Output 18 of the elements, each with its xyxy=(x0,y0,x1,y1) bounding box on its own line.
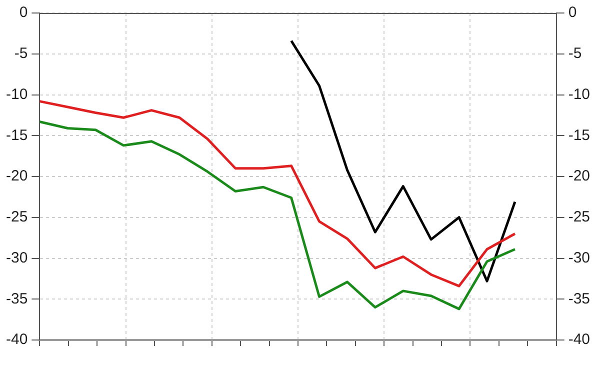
y-tick-label: -15 xyxy=(6,126,28,144)
y2-tick-label: -10 xyxy=(568,86,590,103)
y2-tick-label: -5 xyxy=(568,45,582,62)
y-tick-label: -5 xyxy=(14,45,28,62)
y-tick-label: -25 xyxy=(6,208,28,226)
y2-tick-label: -35 xyxy=(568,290,590,308)
y2-tick-label: -40 xyxy=(568,331,590,348)
y2-tick-label: -20 xyxy=(568,168,590,185)
y-tick-label: -40 xyxy=(6,331,28,348)
y-tick-label: -10 xyxy=(6,86,28,103)
y-tick-label: -20 xyxy=(6,168,28,185)
y2-tick-label: -25 xyxy=(568,208,590,226)
y-tick-label: 0 xyxy=(19,4,28,22)
y-tick-label: -30 xyxy=(6,249,28,266)
y2-tick-label: -30 xyxy=(568,249,590,266)
y-tick-label: -35 xyxy=(6,290,28,308)
y2-tick-label: 0 xyxy=(568,4,577,22)
y2-tick-label: -15 xyxy=(568,126,590,144)
